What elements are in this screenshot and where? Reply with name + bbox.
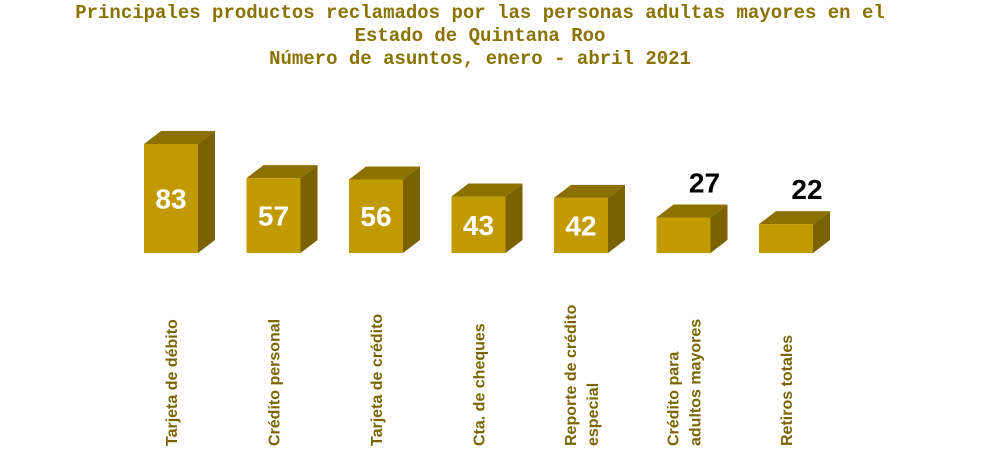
category-label-1-0: Crédito personal bbox=[267, 319, 284, 446]
chart-title-line-3: Número de asuntos, enero - abril 2021 bbox=[269, 48, 691, 70]
bar-3 bbox=[451, 196, 506, 253]
bar-top-5 bbox=[656, 204, 728, 218]
bar-side-5 bbox=[710, 204, 728, 253]
bar-top-6 bbox=[759, 211, 830, 225]
category-label-5-0: Crédito para bbox=[666, 352, 683, 446]
category-label-6-0: Retiros totales bbox=[779, 335, 796, 446]
data-label-3: 43 bbox=[463, 210, 494, 241]
data-label-5: 27 bbox=[689, 168, 720, 199]
data-label-2: 56 bbox=[360, 201, 391, 232]
category-label-4-1: especial bbox=[585, 383, 602, 446]
bar-side-0 bbox=[198, 131, 215, 253]
data-label-1: 57 bbox=[258, 201, 289, 232]
bar-side-2 bbox=[403, 166, 420, 253]
bar-top-3 bbox=[451, 183, 523, 197]
category-label-0-0: Tarjeta de débito bbox=[164, 319, 181, 446]
chart-title-line-1: Principales productos reclamados por las… bbox=[75, 2, 885, 24]
category-label-2-0: Tarjeta de crédito bbox=[369, 314, 386, 446]
data-label-4: 42 bbox=[565, 210, 596, 241]
category-label-5-1: adultos mayores bbox=[688, 319, 705, 446]
bar-side-3 bbox=[505, 183, 523, 253]
bar-top-4 bbox=[554, 184, 625, 198]
bar-top-2 bbox=[349, 166, 420, 180]
bar-4 bbox=[554, 197, 608, 253]
bar-0 bbox=[144, 144, 198, 253]
chart-title: Principales productos reclamados por las… bbox=[0, 2, 960, 71]
data-label-0: 83 bbox=[155, 184, 186, 215]
data-label-6: 22 bbox=[791, 174, 822, 205]
bar-top-0 bbox=[144, 131, 215, 144]
bar-side-6 bbox=[813, 211, 830, 253]
bar-side-4 bbox=[608, 184, 625, 253]
bar-1 bbox=[246, 178, 301, 253]
category-label-4-0: Reporte de crédito bbox=[563, 304, 580, 446]
bar-6 bbox=[759, 224, 813, 253]
bar-2 bbox=[349, 179, 403, 253]
category-label-3-0: Cta. de cheques bbox=[472, 323, 489, 446]
bar-5 bbox=[656, 217, 711, 253]
chart-title-line-2: Estado de Quintana Roo bbox=[354, 25, 606, 47]
bar-side-1 bbox=[300, 165, 318, 253]
bar-top-1 bbox=[246, 165, 318, 179]
